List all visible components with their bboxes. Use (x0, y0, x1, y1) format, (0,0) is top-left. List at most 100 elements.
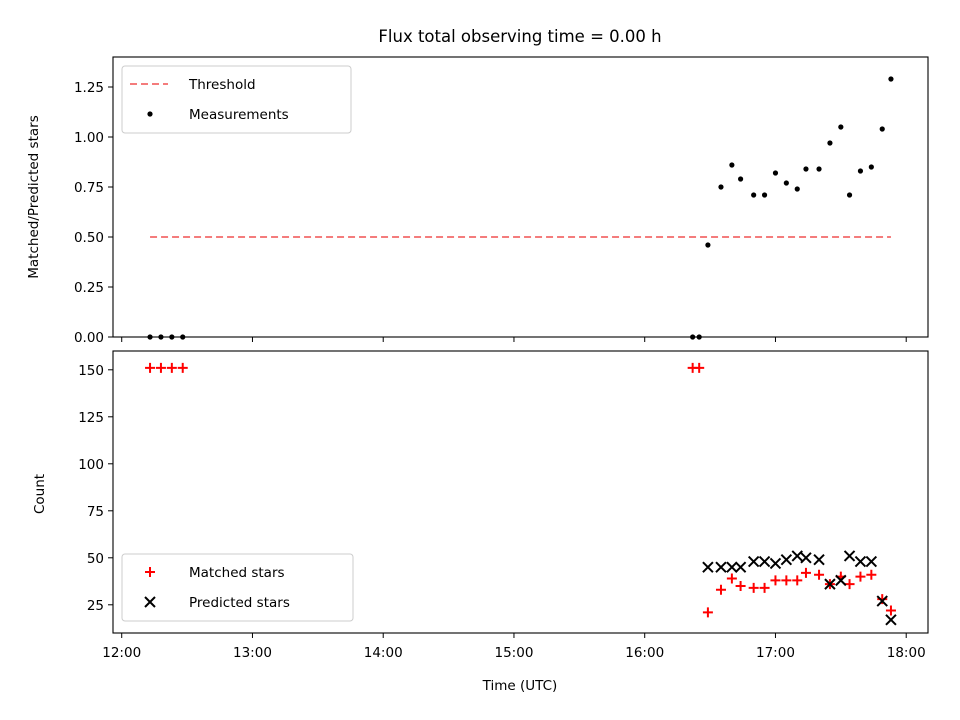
predicted-stars-point (702, 561, 714, 573)
measurement-point (827, 140, 833, 146)
predicted-stars-point (769, 557, 782, 570)
matched-stars-point (702, 607, 713, 618)
measurement-point (729, 162, 735, 168)
measurement-point (868, 164, 874, 170)
top-plot-frame (112, 56, 929, 338)
predicted-stars-point (843, 550, 856, 562)
measurement-point (147, 334, 153, 340)
x-axis-label: Time (UTC) (482, 678, 558, 694)
measurement-point (705, 242, 711, 248)
matched-stars-point (177, 362, 188, 373)
predicted-stars-point (726, 561, 738, 573)
top-y-tick-label: 1.00 (74, 130, 104, 146)
top-axes: 0.00 0.25 0.50 0.75 1.00 1.25 Threshold Measure… (74, 56, 929, 346)
x-tick-label: 18:00 (887, 645, 926, 661)
top-y-axis-label: Matched/Predicted stars (26, 115, 42, 278)
x-tick-label: 14:00 (364, 645, 403, 661)
predicted-stars-point (813, 553, 825, 566)
matched-stars-point (726, 573, 737, 584)
matched-stars-point (855, 571, 866, 582)
bottom-y-tick-label: 50 (87, 551, 104, 567)
matched-stars-point (145, 362, 156, 373)
x-tick-label: 15:00 (495, 645, 534, 661)
bottom-y-tick-label: 100 (78, 457, 104, 473)
measurement-point (751, 192, 757, 198)
bottom-y-axis-label: Count (32, 474, 48, 514)
predicted-stars-point (791, 550, 803, 562)
legend-label: Predicted stars (189, 595, 290, 611)
top-legend: Threshold Measurements (121, 65, 352, 134)
legend-label: Threshold (188, 77, 256, 93)
measurement-point (690, 334, 696, 340)
legend-measurements-swatch (147, 111, 153, 117)
x-tick-label: 16:00 (625, 645, 664, 661)
top-legend-box (121, 65, 352, 134)
predicted-stars-point (885, 614, 897, 626)
measurement-point (879, 126, 885, 132)
measurement-point (803, 166, 809, 172)
legend-predicted-swatch (144, 596, 156, 608)
measurement-point (772, 170, 779, 176)
predicted-stars-point (734, 561, 747, 573)
matched-stars-point (748, 582, 759, 593)
x-tick-label: 17:00 (756, 645, 795, 661)
matched-stars-point (885, 605, 896, 616)
matched-stars-point (770, 575, 781, 586)
chart-title: Flux total observing time = 0.00 h (378, 27, 661, 46)
predicted-stars-point (715, 561, 727, 573)
predicted-stars-point (758, 555, 771, 568)
bottom-legend: Matched stars Predicted stars (121, 553, 354, 622)
measurement-point (816, 166, 822, 172)
bottom-y-tick-label: 125 (78, 410, 104, 426)
matched-stars-point (866, 569, 877, 580)
top-y-tick-label: 0.75 (74, 180, 104, 196)
predicted-stars-point (780, 553, 793, 566)
bottom-legend-box (121, 553, 354, 622)
top-y-tick-label: 0.25 (74, 280, 104, 296)
matched-stars-point (781, 575, 792, 586)
measurement-point (794, 186, 800, 192)
matched-stars-point (735, 581, 746, 591)
bottom-y-tick-label: 25 (87, 598, 104, 614)
matched-stars-point (166, 362, 177, 373)
bottom-y-tick-label: 150 (78, 363, 104, 379)
matched-stars-point (694, 362, 705, 373)
measurement-point (783, 180, 789, 186)
measurement-point (838, 124, 844, 130)
predicted-stars-point (876, 595, 888, 607)
matched-stars-point (800, 567, 811, 578)
matched-stars-point (877, 594, 888, 605)
bottom-y-tick-label: 75 (87, 504, 104, 520)
x-tick-label: 12:00 (102, 645, 141, 661)
x-tick-label: 13:00 (233, 645, 272, 661)
predicted-stars-point (854, 555, 867, 568)
predicted-stars-point (865, 555, 878, 568)
matched-stars-point (155, 362, 166, 373)
measurement-point (846, 192, 853, 198)
legend-matched-swatch (145, 567, 155, 577)
measurement-point (737, 176, 744, 182)
measurement-point (180, 334, 186, 340)
matched-stars-point (715, 584, 726, 595)
legend-label: Matched stars (189, 565, 285, 581)
top-y-tick-label: 0.50 (74, 230, 104, 246)
predicted-stars-point (824, 578, 836, 590)
measurement-point (158, 334, 164, 340)
measurement-point (857, 168, 864, 174)
measurement-point (718, 184, 724, 190)
matched-stars-point (792, 575, 803, 586)
predicted-stars-point (800, 552, 812, 564)
matched-stars-point (759, 582, 770, 593)
bottom-plot-frame (112, 350, 929, 634)
top-y-tick-label: 1.25 (74, 80, 104, 96)
legend-label: Measurements (189, 107, 289, 123)
predicted-stars-point (835, 574, 847, 587)
predicted-stars-point (747, 555, 760, 568)
measurement-point (888, 76, 894, 82)
bottom-axes: 25 50 75 100 125 150 12:00 13:00 14:00 15:00 16:00… (78, 350, 929, 661)
measurement-point (169, 334, 175, 340)
matched-stars-point (814, 569, 825, 580)
matched-stars-point (844, 579, 855, 590)
measurement-point (696, 334, 702, 340)
